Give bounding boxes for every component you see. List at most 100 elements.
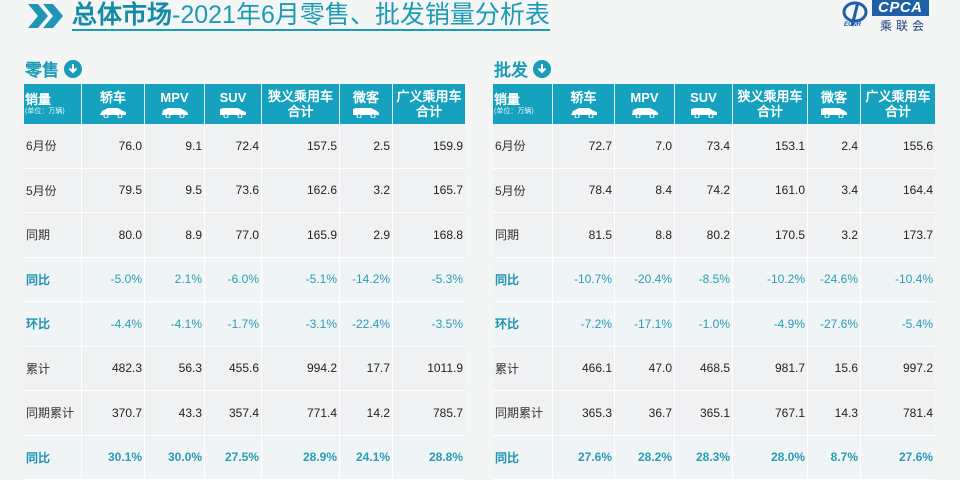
table-cell: 161.0 (733, 168, 808, 212)
sedan-icon (100, 108, 126, 118)
table-row: 5月份 78.4 8.4 74.2 161.0 3.4 164.4 (493, 168, 935, 213)
table-cell: 168.8 (432, 227, 463, 242)
table-cell: -4.1% (145, 302, 205, 346)
header-suv: SUV (675, 84, 733, 124)
table-cell: -7.2% (553, 302, 615, 346)
logo-brand: CPCA (872, 0, 929, 16)
table-cell: 72.4 (205, 124, 262, 168)
header-text: MPV (160, 90, 189, 105)
mpv-icon (161, 108, 188, 118)
table-cell: 14.3 (808, 391, 861, 435)
header-narrow-passenger-total: 狭义乘用车 合计 (262, 84, 340, 124)
table-cell: -5.4% (901, 316, 933, 331)
table-cell: 159.9 (432, 138, 463, 153)
row-label: 同期累计 (24, 391, 82, 435)
table-row: 同期累计 370.7 43.3 357.4 771.4 14.2 785.7 (24, 391, 465, 436)
arrow-down-circle-icon[interactable] (64, 59, 82, 78)
table-cell: 370.7 (82, 391, 145, 435)
page-title: 总体市场-2021年6月零售、批发销量分析表 (72, 1, 550, 31)
table-cell: 170.5 (733, 213, 808, 257)
retail-label-text: 零售 (25, 61, 59, 80)
table-cell: 2.1% (145, 257, 205, 301)
table-cell: 1011.9 (427, 361, 463, 376)
table-cell: 767.1 (733, 391, 808, 435)
mpv-icon (631, 108, 658, 118)
table-cell: -3.5% (431, 316, 463, 331)
table-cell: -8.5% (675, 257, 733, 301)
table-row: 同比 -5.0% 2.1% -6.0% -5.1% -14.2% -5.3% (24, 257, 465, 302)
header-text: 合计 (884, 104, 911, 119)
table-cell: -14.2% (340, 257, 393, 301)
table-cell: 28.3% (675, 435, 733, 479)
table-cell: 72.7 (553, 124, 615, 168)
table-row: 6月份 72.7 7.0 73.4 153.1 2.4 155.6 (493, 124, 935, 169)
table-cell: 173.7 (902, 227, 933, 242)
table-cell: 357.4 (205, 391, 262, 435)
table-row: 同比 27.6% 28.2% 28.3% 28.0% 8.7% 27.6% (493, 435, 935, 480)
header-broad-passenger-total: 广义乘用车 合计 (393, 84, 465, 124)
table-cell: -3.1% (262, 302, 340, 346)
header-text: 狭义乘用车 (737, 89, 803, 104)
header-sedan: 轿车 (553, 84, 615, 124)
header-minivan: 微客 (340, 84, 393, 124)
header-text: 轿车 (99, 90, 126, 105)
suv-icon (690, 108, 717, 118)
table-cell: -22.4% (340, 302, 393, 346)
table-cell: 997.2 (902, 361, 933, 376)
table-cell: 3.2 (808, 213, 861, 257)
row-label: 6月份 (24, 124, 82, 168)
table-cell: -20.4% (615, 257, 675, 301)
header-text: 合计 (287, 104, 314, 119)
table-cell: 2.5 (340, 124, 393, 168)
row-label: 同比 (493, 257, 553, 301)
title-rest: -2021年6月零售、批发销量分析表 (172, 1, 550, 29)
header-text: SUV (219, 90, 247, 105)
table-cell: 81.5 (553, 213, 615, 257)
table-cell: 466.1 (553, 346, 615, 390)
logo-brand-cn: 乘联会 (880, 19, 929, 33)
table-cell: 76.0 (82, 124, 145, 168)
table-cell: -4.4% (82, 302, 145, 346)
row-label: 5月份 (24, 168, 82, 212)
header-narrow-passenger-total: 狭义乘用车 合计 (733, 84, 808, 124)
table-cell: -10.4% (894, 272, 933, 287)
retail-table: 销量 (单位：万辆) 轿车 MPV SUV 狭义乘用车 合计 微客 广义乘用车 … (24, 84, 465, 480)
table-row: 6月份 76.0 9.1 72.4 157.5 2.5 159.9 (24, 124, 465, 169)
header-text: MPV (630, 90, 659, 105)
table-cell: -10.2% (733, 257, 808, 301)
table-cell: 73.6 (205, 168, 262, 212)
table-cell: -5.0% (82, 257, 145, 301)
header-text: 狭义乘用车 (267, 89, 333, 104)
table-cell: 7.0 (615, 124, 675, 168)
header-mpv: MPV (615, 84, 675, 124)
table-row: 同期 81.5 8.8 80.2 170.5 3.2 173.7 (493, 213, 935, 258)
title-bold: 总体市场 (72, 1, 173, 29)
table-cell: 8.8 (615, 213, 675, 257)
table-cell: 455.6 (205, 346, 262, 390)
header-text: 轿车 (570, 90, 597, 105)
table-cell: 2.9 (340, 213, 393, 257)
table-row: 同期累计 365.3 36.7 365.1 767.1 14.3 781.4 (493, 391, 935, 436)
table-cell: 8.7% (808, 435, 861, 479)
row-label: 累计 (24, 346, 82, 390)
table-cell: 165.7 (432, 183, 463, 198)
table-cell: 73.4 (675, 124, 733, 168)
minivan-icon (353, 108, 379, 118)
table-cell: 80.0 (82, 213, 145, 257)
row-label: 累计 (493, 346, 553, 390)
table-cell: 27.5% (205, 435, 262, 479)
table-cell: 2.4 (808, 124, 861, 168)
table-cell: 771.4 (262, 391, 340, 435)
arrow-down-circle-icon[interactable] (533, 59, 551, 78)
header-text: 合计 (756, 104, 783, 119)
table-cell: 77.0 (205, 213, 262, 257)
minivan-icon (821, 108, 847, 118)
header-label-main: 销量 (25, 92, 52, 107)
table-cell: 3.4 (808, 168, 861, 212)
table-cell: 28.0% (733, 435, 808, 479)
table-cell: 468.5 (675, 346, 733, 390)
header-label-main: 销量 (494, 92, 521, 107)
header-broad-passenger-total: 广义乘用车 合计 (861, 84, 935, 124)
table-row: 同期 80.0 8.9 77.0 165.9 2.9 168.8 (24, 213, 465, 258)
table-cell: 27.6% (553, 435, 615, 479)
